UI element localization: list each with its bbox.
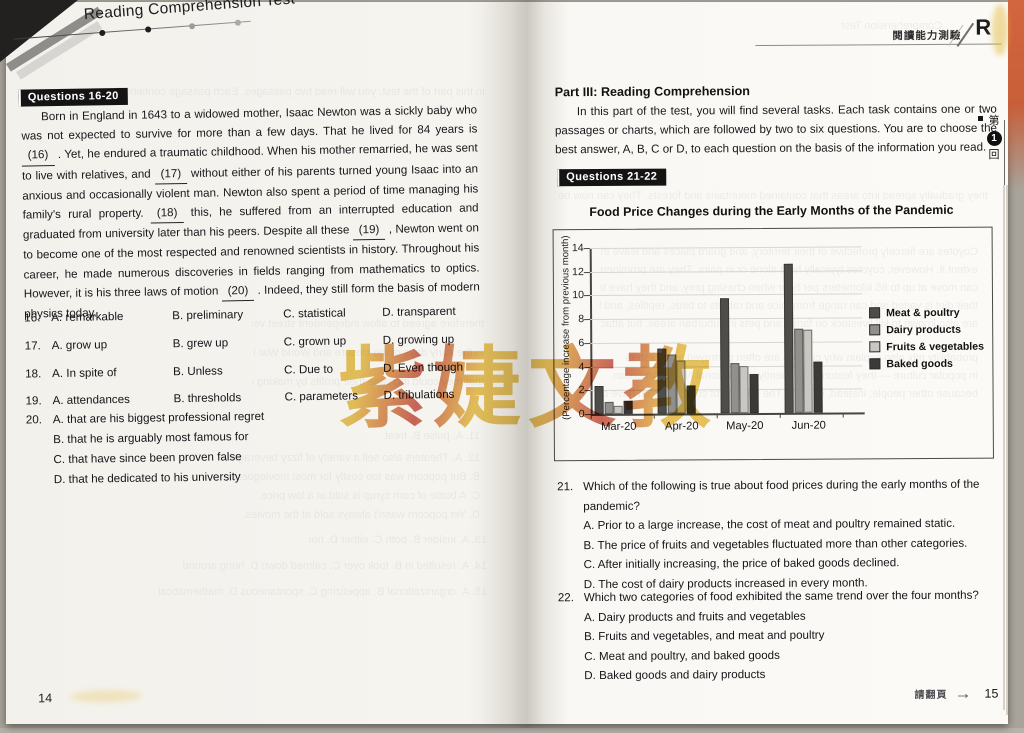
y-tick [583, 248, 590, 250]
gridline [589, 270, 862, 273]
bar-fruits-vegetables [803, 329, 813, 413]
x-tick [842, 413, 844, 418]
x-tick [779, 413, 781, 418]
paper-background [6, 2, 1008, 724]
bar-baked-goods [812, 361, 823, 413]
marker-rule [1004, 120, 1005, 236]
header-rule [755, 43, 1002, 47]
question-text: Which two categories of food exhibited t… [583, 588, 979, 605]
page-gutter-shadow [480, 0, 570, 728]
bar-meat-poultry [783, 263, 794, 413]
x-tick-label: May-20 [726, 419, 764, 433]
question-22-block: 22. Which two categories of food exhibit… [558, 586, 1005, 686]
option-line: A. Dairy products and fruits and vegetab… [583, 609, 806, 624]
legend-swatch [869, 307, 881, 319]
tab-letter: R [975, 14, 992, 40]
legend-item: Dairy products [869, 321, 984, 339]
bar-baked-goods [748, 373, 759, 414]
questions-21-22-badge: Questions 21-22 [557, 168, 667, 187]
round-suffix: 回 [988, 149, 1000, 161]
bar-meat-poultry [719, 298, 730, 414]
y-tick [583, 271, 590, 273]
turn-page-label: 請翻頁 [914, 689, 948, 702]
option-line: A. Prior to a large increase, the cost o… [583, 516, 956, 533]
legend-item: Baked goods [869, 355, 984, 373]
gridline [589, 293, 862, 297]
watermark: 紫婕文教 [338, 318, 718, 445]
question-text: Which of the following is true about foo… [583, 477, 980, 513]
round-number-badge: 1 [986, 131, 1002, 146]
option-line: C. After initially increasing, the price… [583, 556, 900, 572]
legend-label: Baked goods [886, 357, 953, 370]
option-line: D. Baked goods and dairy products [584, 667, 766, 683]
book-edge [1008, 0, 1024, 190]
question-22-options: A. Dairy products and fruits and vegetab… [584, 605, 1004, 686]
marker-dot [978, 116, 983, 121]
round-marker: 第 1 回 [978, 114, 1004, 163]
page-stack-edge [1006, 185, 1008, 715]
page-number-right: 15 [984, 686, 999, 701]
option-line: B. The price of fruits and vegetables fl… [583, 536, 968, 552]
edge-smudge [992, 4, 1008, 56]
legend-item: Fruits & vegetables [869, 338, 984, 356]
part-heading: Part III: Reading Comprehension [554, 84, 751, 100]
legend-swatch [869, 358, 881, 370]
option-line: C. Meat and poultry, and baked goods [584, 648, 780, 663]
chart-legend: Meat & poultry Dairy products Fruits & veg… [869, 304, 984, 373]
bar-dairy-products [729, 363, 740, 414]
question-21-options: A. Prior to a large increase, the cost o… [583, 514, 1003, 595]
legend-swatch [869, 324, 881, 336]
question-21-block: 21. Which of the following is true about… [557, 475, 1004, 595]
right-footer: 請翻頁 → 15 [832, 683, 999, 703]
intro-paragraph: In this part of the test, you will find … [554, 102, 997, 157]
bar-fruits-vegetables [739, 365, 749, 414]
bar-dairy-products [793, 328, 804, 413]
round-prefix: 第 [988, 115, 1000, 127]
legend-label: Fruits & vegetables [886, 340, 985, 353]
x-tick-label: Jun-20 [791, 419, 826, 432]
legend-item: Meat & poultry [869, 304, 984, 322]
turn-page-arrow-icon: → [954, 683, 972, 703]
page-stack-edge [1003, 185, 1005, 710]
gridline [589, 246, 862, 250]
legend-label: Meat & poultry [886, 306, 960, 319]
legend-label: Dairy products [886, 323, 961, 336]
option-line: B. Fruits and vegetables, and meat and p… [584, 628, 825, 644]
y-tick [583, 295, 590, 297]
legend-swatch [869, 341, 881, 353]
chart-title: Food Price Changes during the Early Mont… [589, 202, 954, 220]
